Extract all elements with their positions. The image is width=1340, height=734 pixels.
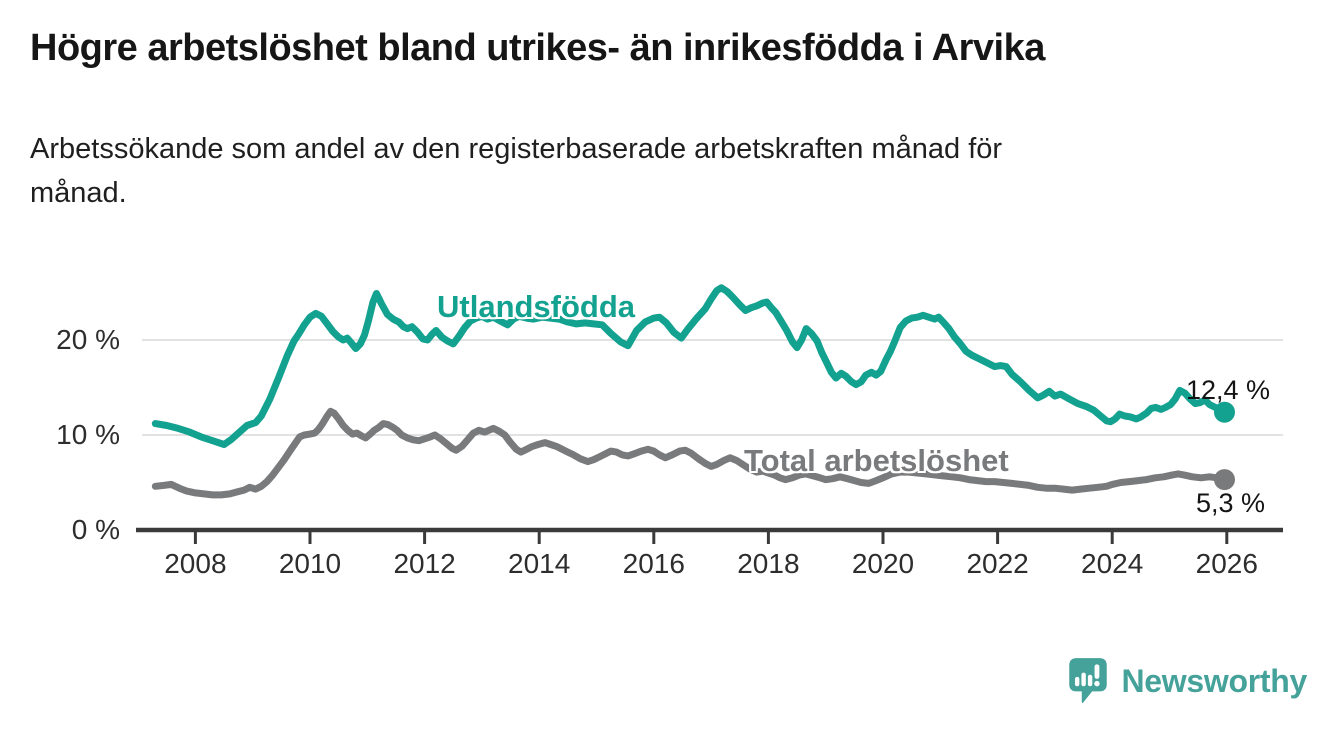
series-end-dot-Utlandsfödda [1214,401,1235,423]
series-line-Total arbetslöshet [151,407,1228,499]
newsworthy-logo: Newsworthy [1067,656,1308,706]
x-tick-label: 2020 [851,548,915,579]
x-tick-label: 2014 [508,548,571,579]
chart-subtitle: Arbetssökande som andel av den registerb… [30,133,1003,209]
x-tick-label: 2026 [1195,548,1258,579]
x-tick-label: 2010 [278,548,342,579]
x-tick-label: 2024 [1081,548,1144,579]
x-tick-label: 2008 [164,548,227,579]
x-tick-label: 2012 [393,548,456,579]
series-label-total-arbetsloshet: Total arbetslöshet [744,443,1009,478]
series-end-dot-Total arbetslöshet [1214,469,1235,491]
y-tick-label: 20 % [56,324,120,355]
series-label-utlandsfodda: Utlandsfödda [437,289,636,324]
y-tick-label: 10 % [56,419,120,450]
series-line-Utlandsfödda [151,284,1228,448]
x-tick-label: 2018 [737,548,800,579]
page-title: Högre arbetslöshet bland utrikes- än inr… [30,27,1045,69]
y-tick-label: 0 % [71,514,120,545]
newsworthy-logo-text: Newsworthy [1121,662,1308,699]
x-tick-label: 2022 [966,548,1029,579]
end-value-utlandsfodda: 12,4 % [1186,375,1271,405]
end-value-total-arbetsloshet: 5,3 % [1196,488,1266,518]
newsworthy-logo-icon [1068,658,1107,703]
x-tick-label: 2016 [622,548,685,579]
